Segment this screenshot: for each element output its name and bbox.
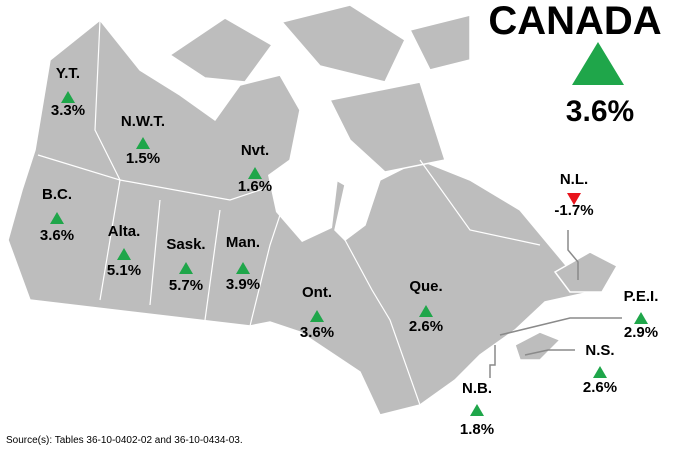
region-change: 1.6% xyxy=(238,178,272,195)
national-change: 3.6% xyxy=(566,95,634,128)
region-name: Ont. xyxy=(302,284,332,301)
region-name: Nvt. xyxy=(241,142,269,159)
trend-arrow xyxy=(470,404,484,416)
trend-arrow xyxy=(634,312,648,324)
region-name: Y.T. xyxy=(56,65,80,82)
region-name: N.L. xyxy=(560,171,588,188)
region-change: 5.1% xyxy=(107,262,141,279)
trend-arrow xyxy=(136,137,150,149)
region-change: 5.7% xyxy=(169,277,203,294)
trend-arrow xyxy=(117,248,131,260)
trend-arrow xyxy=(236,262,250,274)
region-change: 2.6% xyxy=(409,318,443,335)
title: CANADA xyxy=(488,0,661,43)
region-name: N.W.T. xyxy=(121,113,165,130)
region-name: P.E.I. xyxy=(624,288,659,305)
trend-arrow xyxy=(593,366,607,378)
trend-arrow xyxy=(567,193,581,205)
trend-arrow xyxy=(50,212,64,224)
leader-line xyxy=(499,317,622,336)
trend-arrow xyxy=(61,91,75,103)
region-name: Que. xyxy=(409,278,442,295)
region-name: Man. xyxy=(226,234,260,251)
region-change: 1.8% xyxy=(460,421,494,438)
leader-line xyxy=(489,345,496,378)
region-change: 3.3% xyxy=(51,102,85,119)
region-change: -1.7% xyxy=(554,202,593,219)
region-name: Alta. xyxy=(108,223,141,240)
leader-line xyxy=(524,349,575,356)
trend-arrow xyxy=(248,167,262,179)
region-change: 2.6% xyxy=(583,379,617,396)
source: Source(s): Tables 36-10-0402-02 and 36-1… xyxy=(6,435,243,446)
region-name: Sask. xyxy=(166,236,205,253)
region-change: 1.5% xyxy=(126,150,160,167)
landmass xyxy=(7,4,619,416)
region-change: 3.6% xyxy=(300,324,334,341)
region-change: 3.6% xyxy=(40,227,74,244)
region-name: B.C. xyxy=(42,186,72,203)
trend-arrow xyxy=(310,310,324,322)
region-name: N.S. xyxy=(585,342,614,359)
region-change: 3.9% xyxy=(226,276,260,293)
leader-line xyxy=(567,230,579,280)
region-name: N.B. xyxy=(462,380,492,397)
trend-arrow xyxy=(179,262,193,274)
region-change: 2.9% xyxy=(624,324,658,341)
trend-arrow xyxy=(419,305,433,317)
national-arrow xyxy=(572,42,624,85)
